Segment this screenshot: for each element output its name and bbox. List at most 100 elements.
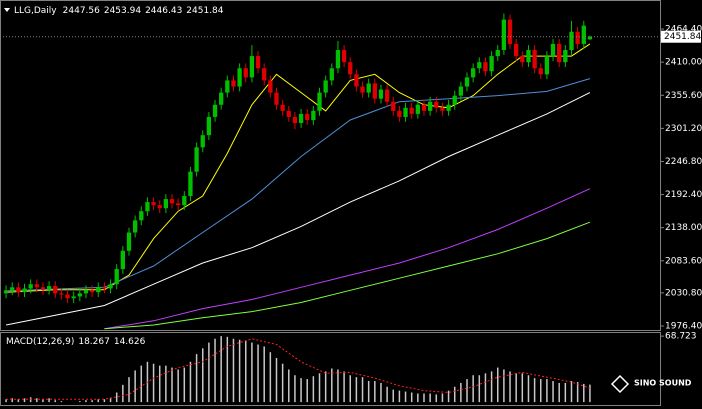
candle-body (59, 293, 64, 295)
moving-average (104, 188, 591, 330)
candle-body (225, 80, 230, 93)
candle-body (563, 50, 568, 63)
candle-body (206, 116, 212, 136)
candle-body (458, 86, 464, 96)
candle-body (231, 80, 236, 87)
candle-body (440, 107, 445, 111)
candle-body (268, 80, 273, 93)
candle-body (507, 19, 513, 44)
candle-body (65, 294, 70, 299)
candle-body (452, 95, 457, 105)
candle-body (120, 250, 125, 270)
y-tick-label: 68.723 (665, 332, 697, 342)
candle-body (378, 89, 384, 99)
candle-body (329, 68, 334, 81)
candle-body (305, 113, 310, 120)
candle-body (46, 286, 52, 290)
candle-body (427, 101, 433, 111)
candle-body (77, 293, 82, 297)
candle-body (10, 287, 15, 291)
candle-body (483, 62, 488, 72)
candle-body (28, 284, 33, 289)
candle-body (274, 92, 279, 105)
moving-average (104, 221, 591, 330)
y-tick-label: 1976.40 (665, 321, 702, 331)
candle-body (415, 104, 420, 114)
candle-body (102, 287, 107, 289)
candle-body (514, 43, 519, 57)
candle-body (550, 43, 556, 57)
price-panel (0, 0, 661, 331)
logo-icon (610, 374, 630, 394)
candle-body (34, 284, 39, 288)
candle-body (53, 286, 58, 294)
macd-value: 18.267 (78, 337, 110, 347)
candle-body (292, 116, 298, 124)
symbol: LLG,Daily (14, 6, 57, 16)
candle-body (495, 50, 500, 57)
y-tick-label: 2464.40 (665, 25, 702, 35)
candle-body (108, 284, 113, 289)
candle-body (434, 101, 439, 108)
candle-body (317, 92, 322, 111)
current-price-box (661, 30, 701, 43)
candle-body (96, 287, 101, 293)
candle-body (421, 104, 427, 111)
candle-body (354, 74, 359, 87)
candle-body (532, 50, 537, 69)
y-tick-label: 2355.60 (665, 91, 702, 101)
y-tick-label: 2192.40 (665, 190, 702, 200)
candle-body (477, 62, 482, 69)
y-tick-label: 2030.80 (665, 288, 702, 298)
candle-body (544, 56, 550, 75)
candle-body (194, 147, 199, 172)
open: 2447.56 (63, 6, 100, 16)
menu-arrow (4, 8, 10, 12)
candle-body (581, 25, 586, 44)
candle-body (243, 68, 248, 78)
candle-body (335, 50, 341, 69)
candle-body (132, 220, 138, 233)
candle-body (526, 50, 531, 63)
chart-header: LLG,Daily 2447.56 2453.94 2446.43 2451.84 (14, 6, 224, 16)
candle-body (114, 269, 119, 285)
low: 2446.43 (145, 6, 182, 16)
candle-body (262, 68, 267, 81)
candle-body (557, 43, 562, 63)
candle-body (286, 110, 291, 117)
candle-body (298, 113, 304, 124)
candle-body (464, 77, 470, 87)
candle-body (188, 171, 193, 197)
candle-body (200, 135, 205, 148)
candle-body (16, 287, 21, 293)
watermark: SINO SOUND (634, 379, 692, 388)
candle-body (391, 101, 396, 111)
candle-body (403, 107, 408, 117)
y-tick-label: 2138.00 (665, 223, 702, 233)
candle-body (157, 205, 162, 209)
candle-body (151, 202, 156, 206)
current-price-label: 2451.84 (664, 32, 701, 42)
candle-body (409, 107, 414, 114)
candle-body (163, 199, 169, 209)
signal-value: 14.626 (114, 337, 146, 347)
candle-body (397, 110, 402, 117)
candle-body (176, 203, 181, 206)
candle-body (219, 92, 224, 105)
candle-body (22, 288, 27, 293)
moving-average (6, 43, 591, 293)
candle-body (280, 104, 285, 111)
candle-body (569, 31, 574, 51)
candle-body (587, 36, 593, 40)
candle-body (575, 31, 580, 44)
y-tick-label: 2083.60 (665, 256, 702, 266)
candle-body (169, 199, 175, 204)
candle-body (348, 62, 353, 75)
moving-average (6, 92, 591, 326)
macd-title: MACD(12,26,9) (6, 337, 74, 347)
y-tick-label: 2410.00 (665, 58, 702, 68)
candle-body (311, 110, 316, 120)
high: 2453.94 (104, 6, 141, 16)
macd-header: MACD(12,26,9) 18.267 14.626 (6, 337, 146, 347)
candle-body (83, 290, 89, 294)
